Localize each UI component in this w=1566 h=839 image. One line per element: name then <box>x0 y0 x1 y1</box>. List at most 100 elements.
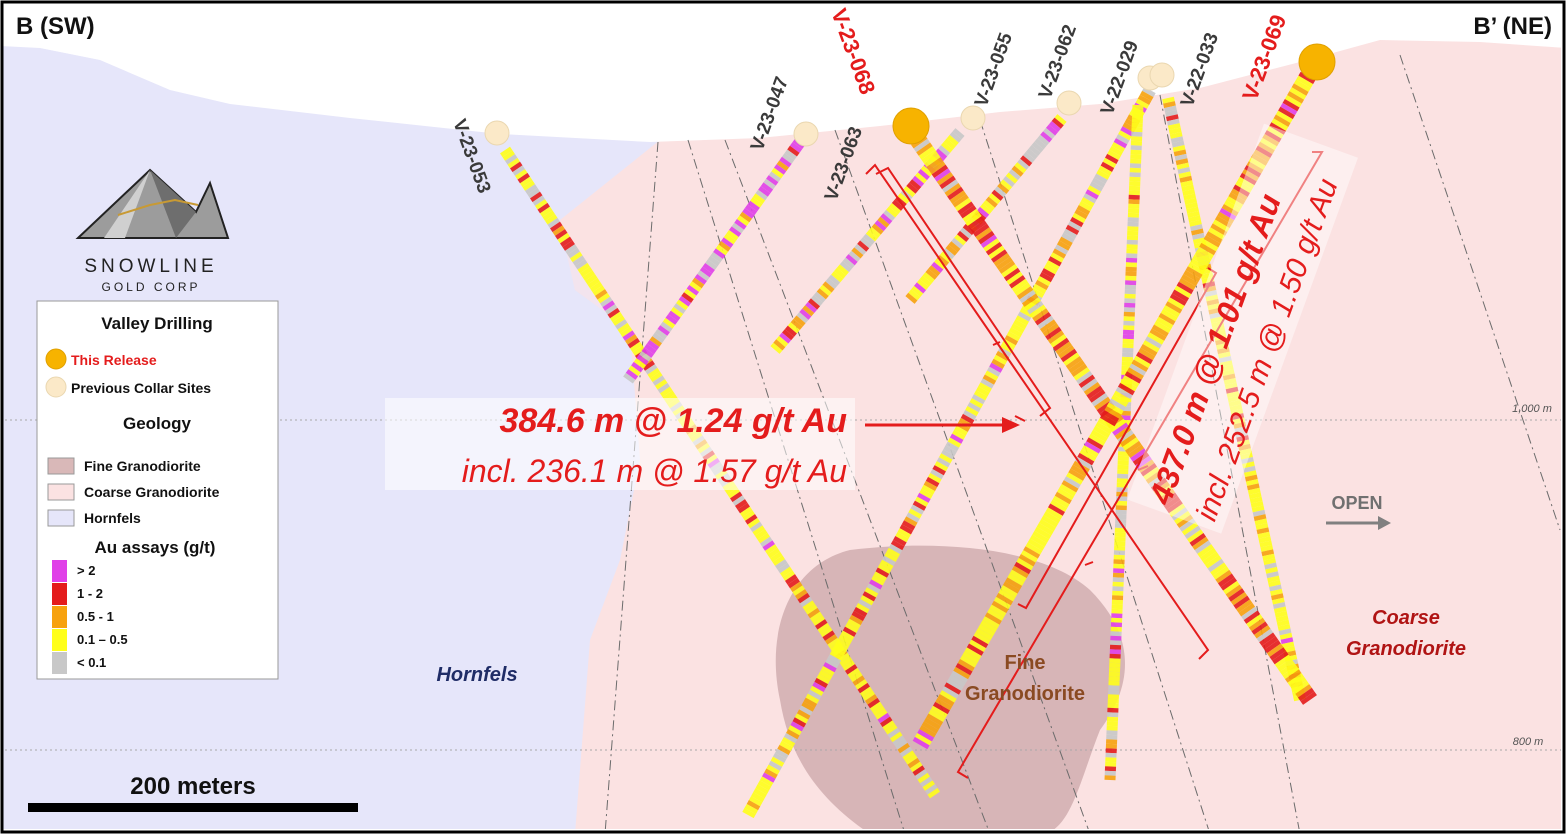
assay-interval <box>1257 502 1258 506</box>
assay-interval <box>1266 637 1269 641</box>
assay-interval <box>583 266 586 270</box>
assay-interval <box>1284 625 1285 629</box>
assay-interval <box>971 409 973 413</box>
assay-interval <box>697 281 700 285</box>
assay-interval <box>726 241 729 245</box>
assay-interval <box>1264 537 1265 541</box>
assay-interval <box>590 278 593 282</box>
assay-interval <box>1271 645 1274 649</box>
assay-interval <box>1249 467 1250 471</box>
fine-granodiorite-label-1: Fine <box>1004 652 1045 674</box>
assay-interval <box>1055 508 1057 512</box>
assay-interval <box>997 362 999 366</box>
assay-interval <box>520 173 523 177</box>
assay-interval <box>1256 498 1257 502</box>
assay-interval <box>870 698 873 702</box>
assay-interval <box>760 533 763 537</box>
assay-interval <box>721 248 724 252</box>
assay-interval <box>811 697 813 701</box>
assay-interval <box>932 480 934 484</box>
assay-interval <box>1225 578 1228 582</box>
assay-interval <box>702 274 705 278</box>
assay-interval <box>1095 185 1097 189</box>
assay-interval <box>1134 372 1136 376</box>
assay-interval <box>1190 199 1191 203</box>
assay-interval <box>1060 500 1062 504</box>
assay-interval <box>1248 612 1251 616</box>
assay-interval <box>950 248 953 251</box>
assay-interval <box>1137 368 1139 372</box>
assay-interval <box>1281 612 1282 616</box>
assay-interval <box>781 164 784 168</box>
assay-interval <box>1089 196 1091 200</box>
assay-interval <box>776 171 779 175</box>
assay-interval <box>623 326 626 330</box>
assay-interval <box>699 277 702 281</box>
collar-v23-055 <box>961 106 985 130</box>
assay-interval <box>662 329 665 333</box>
assay-interval <box>1161 325 1163 329</box>
assay-interval <box>829 665 831 669</box>
assay-interval <box>891 210 894 213</box>
assay-interval <box>990 200 993 203</box>
assay-interval <box>1230 586 1233 590</box>
assay-interval <box>779 168 782 172</box>
assay-interval <box>630 338 633 342</box>
assay-interval <box>735 495 738 499</box>
assay-interval <box>1278 599 1279 603</box>
assay-interval <box>860 683 863 687</box>
assay-interval <box>755 799 757 803</box>
assay-interval <box>1055 335 1058 339</box>
assay-interval <box>510 158 513 162</box>
assay-interval <box>956 242 959 245</box>
assay-interval <box>1292 99 1294 103</box>
assay-interval <box>816 689 818 693</box>
assay-interval <box>1148 348 1150 352</box>
assay-interval <box>924 279 927 282</box>
legend: Valley Drilling This Release Previous Co… <box>37 301 278 679</box>
assay-interval <box>628 376 631 380</box>
legend-geology-swatch <box>48 484 74 500</box>
collar-v23-069 <box>1299 44 1335 80</box>
assay-interval <box>975 401 977 405</box>
assay-interval <box>1019 570 1021 574</box>
assay-interval <box>1200 259 1202 263</box>
assay-interval <box>953 245 956 248</box>
assay-interval <box>750 807 752 811</box>
assay-interval <box>1268 555 1269 559</box>
assay-interval <box>1094 442 1096 446</box>
assay-interval <box>977 397 979 401</box>
assay-interval <box>1297 682 1300 686</box>
assay-interval <box>795 585 798 589</box>
assay-interval <box>959 199 962 203</box>
assay-interval <box>548 214 551 218</box>
assay-interval <box>774 764 776 768</box>
coarse-granodiorite-label-1: Coarse <box>1372 607 1440 629</box>
assay-interval <box>954 192 957 196</box>
legend-assay-label: < 0.1 <box>77 655 106 670</box>
assay-interval <box>1052 332 1055 336</box>
assay-interval <box>1037 539 1039 543</box>
assay-interval <box>927 276 930 279</box>
assay-interval <box>1046 523 1048 527</box>
assay-interval <box>1010 338 1012 342</box>
assay-interval <box>875 583 877 587</box>
assay-interval <box>1193 212 1194 216</box>
assay-interval <box>1031 302 1034 306</box>
assay-interval <box>593 281 596 285</box>
assay-interval <box>920 741 922 745</box>
assay-interval <box>1179 146 1180 150</box>
assay-interval <box>625 330 628 334</box>
assay-interval <box>790 578 793 582</box>
legend-geology-label: Hornfels <box>84 510 141 526</box>
assay-interval <box>1129 442 1132 446</box>
assay-interval <box>993 197 996 200</box>
assay-interval <box>1216 232 1218 236</box>
assay-interval <box>992 617 994 621</box>
assay-interval <box>813 302 816 305</box>
assay-interval <box>1289 671 1292 675</box>
assay-interval <box>986 382 988 386</box>
assay-interval <box>982 232 985 236</box>
assay-interval <box>993 370 995 374</box>
